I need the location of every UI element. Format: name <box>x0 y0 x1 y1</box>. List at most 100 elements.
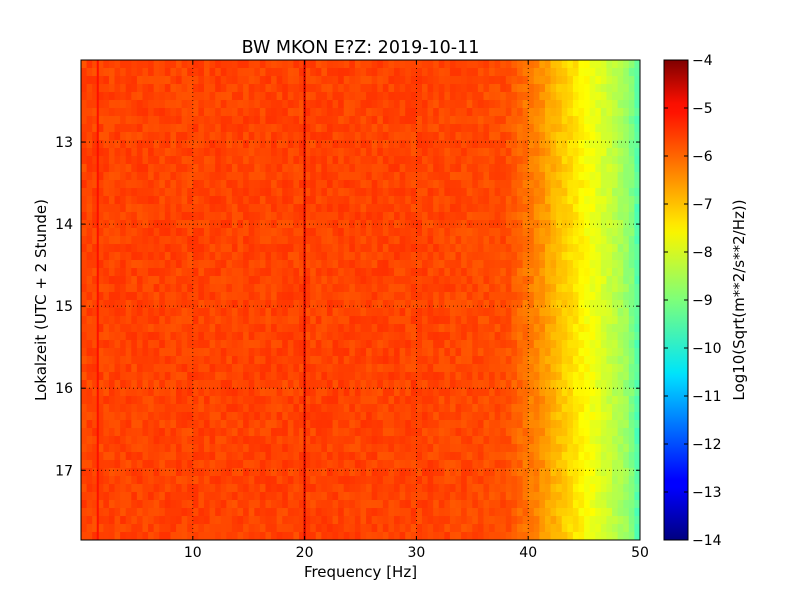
heatmap-cell <box>584 244 591 253</box>
heatmap-cell <box>449 412 457 421</box>
heatmap-cell <box>427 188 434 197</box>
heatmap-cell <box>343 308 350 317</box>
heatmap-cell <box>192 316 199 325</box>
heatmap-cell <box>108 132 116 141</box>
heatmap-cell <box>589 92 596 101</box>
heatmap-cell <box>360 148 367 157</box>
heatmap-cell <box>533 388 540 397</box>
heatmap-cell <box>606 204 613 213</box>
heatmap-cell <box>131 196 138 205</box>
heatmap-cell <box>215 284 222 293</box>
heatmap-cell <box>136 172 144 181</box>
heatmap-cell <box>489 268 496 277</box>
heatmap-cell <box>528 60 535 69</box>
heatmap-cell <box>226 372 233 381</box>
heatmap-cell <box>561 396 568 405</box>
heatmap-cell <box>282 348 289 357</box>
heatmap-cell <box>203 332 211 341</box>
heatmap-cell <box>187 164 194 173</box>
heatmap-cell <box>231 428 239 437</box>
heatmap-cell <box>394 116 401 125</box>
heatmap-cell <box>505 332 513 341</box>
heatmap-cell <box>103 324 110 333</box>
heatmap-cell <box>567 348 574 357</box>
heatmap-cell <box>215 380 222 389</box>
heatmap-cell <box>511 452 518 461</box>
heatmap-cell <box>371 332 378 341</box>
heatmap-cell <box>209 140 216 149</box>
heatmap-cell <box>595 196 602 205</box>
heatmap-cell <box>371 228 378 237</box>
heatmap-cell <box>567 244 574 253</box>
heatmap-cell <box>254 60 261 69</box>
heatmap-cell <box>366 92 373 101</box>
heatmap-cell <box>259 92 267 101</box>
heatmap-cell <box>338 452 345 461</box>
heatmap-cell <box>321 348 328 357</box>
heatmap-cell <box>187 268 194 277</box>
heatmap-cell <box>86 76 93 85</box>
heatmap-cell <box>388 92 395 101</box>
heatmap-cell <box>187 252 194 261</box>
heatmap-cell <box>550 68 557 77</box>
heatmap-cell <box>472 180 479 189</box>
heatmap-cell <box>623 204 630 213</box>
heatmap-cell <box>108 180 116 189</box>
heatmap-cell <box>159 188 166 197</box>
heatmap-cell <box>634 132 640 141</box>
heatmap-cell <box>114 260 121 269</box>
heatmap-cell <box>187 60 194 69</box>
heatmap-cell <box>187 340 194 349</box>
heatmap-cell <box>198 388 205 397</box>
heatmap-cell <box>466 164 473 173</box>
heatmap-cell <box>136 260 144 269</box>
heatmap-cell <box>159 212 166 221</box>
heatmap-cell <box>209 316 216 325</box>
heatmap-cell <box>304 372 311 381</box>
heatmap-cell <box>310 324 317 333</box>
heatmap-cell <box>494 244 501 253</box>
heatmap-cell <box>466 108 473 117</box>
heatmap-cell <box>394 292 401 301</box>
heatmap-cell <box>489 140 496 149</box>
heatmap-cell <box>578 268 585 277</box>
heatmap-cell <box>176 100 183 109</box>
heatmap-cell <box>371 156 378 165</box>
heatmap-cell <box>606 116 613 125</box>
heatmap-cell <box>176 332 183 341</box>
heatmap-cell <box>304 268 311 277</box>
heatmap-cell <box>142 364 149 373</box>
heatmap-cell <box>483 244 490 253</box>
heatmap-cell <box>360 204 367 213</box>
heatmap-cell <box>634 284 640 293</box>
heatmap-cell <box>572 436 580 445</box>
heatmap-cell <box>427 180 434 189</box>
heatmap-cell <box>556 172 563 181</box>
heatmap-cell <box>556 244 563 253</box>
heatmap-cell <box>271 372 278 381</box>
heatmap-cell <box>265 204 272 213</box>
heatmap-cell <box>382 244 390 253</box>
heatmap-cell <box>136 300 144 309</box>
heatmap-cell <box>321 60 328 69</box>
heatmap-cell <box>388 140 395 149</box>
heatmap-cell <box>623 228 630 237</box>
heatmap-cell <box>433 68 440 77</box>
heatmap-cell <box>405 100 412 109</box>
heatmap-cell <box>539 180 546 189</box>
heatmap-cell <box>634 316 640 325</box>
heatmap-cell <box>114 324 121 333</box>
heatmap-cell <box>259 412 267 421</box>
heatmap-cell <box>92 252 99 261</box>
heatmap-cell <box>438 452 445 461</box>
heatmap-cell <box>528 348 535 357</box>
heatmap-cell <box>360 68 367 77</box>
heatmap-cell <box>332 228 339 237</box>
heatmap-cell <box>494 236 501 245</box>
heatmap-cell <box>444 76 451 85</box>
heatmap-cell <box>176 108 183 117</box>
heatmap-cell <box>304 380 311 389</box>
heatmap-cell <box>209 212 216 221</box>
heatmap-cell <box>81 164 88 173</box>
heatmap-cell <box>81 436 88 445</box>
